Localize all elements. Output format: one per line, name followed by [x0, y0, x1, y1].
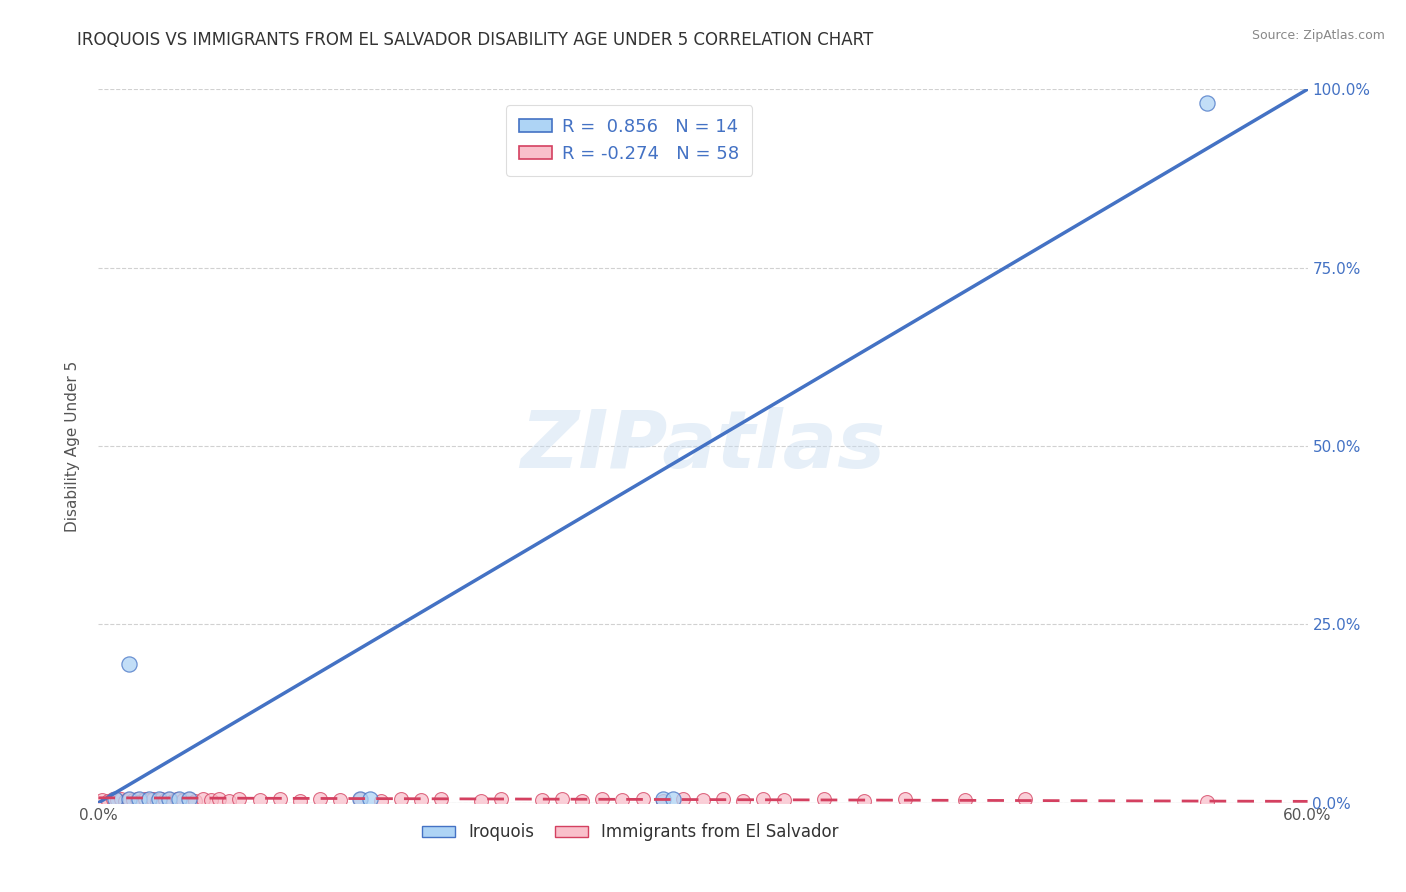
- Point: [309, 792, 332, 806]
- Point: [228, 792, 250, 806]
- Point: [551, 791, 574, 805]
- Point: [149, 792, 172, 806]
- Point: [179, 792, 201, 806]
- Point: [672, 792, 695, 806]
- Point: [162, 794, 184, 808]
- Point: [157, 791, 180, 805]
- Point: [530, 793, 553, 807]
- Point: [118, 792, 141, 806]
- Point: [329, 793, 352, 807]
- Text: Source: ZipAtlas.com: Source: ZipAtlas.com: [1251, 29, 1385, 42]
- Point: [711, 791, 734, 805]
- Point: [692, 793, 714, 807]
- Point: [591, 792, 613, 806]
- Point: [370, 794, 392, 808]
- Point: [129, 794, 152, 808]
- Point: [134, 792, 156, 806]
- Point: [101, 792, 124, 806]
- Point: [105, 793, 128, 807]
- Point: [651, 794, 673, 808]
- Point: [200, 793, 222, 807]
- Point: [269, 791, 291, 805]
- Point: [172, 793, 194, 807]
- Point: [193, 792, 215, 806]
- Point: [148, 792, 170, 806]
- Point: [146, 794, 169, 808]
- Point: [91, 793, 114, 807]
- Point: [179, 791, 201, 805]
- Point: [208, 791, 231, 805]
- Point: [430, 791, 453, 805]
- Point: [772, 793, 794, 807]
- Y-axis label: Disability Age Under 5: Disability Age Under 5: [65, 360, 80, 532]
- Point: [349, 792, 371, 806]
- Point: [571, 794, 593, 808]
- Point: [409, 793, 432, 807]
- Point: [661, 792, 683, 806]
- Point: [166, 792, 188, 806]
- Point: [1195, 96, 1218, 111]
- Text: ZIPatlas: ZIPatlas: [520, 407, 886, 485]
- Point: [218, 794, 240, 808]
- Point: [631, 791, 654, 805]
- Point: [360, 792, 382, 806]
- Point: [1195, 795, 1218, 809]
- Point: [167, 792, 190, 806]
- Point: [121, 793, 143, 807]
- Point: [813, 791, 835, 805]
- Point: [752, 792, 775, 806]
- Point: [491, 792, 513, 806]
- Point: [142, 791, 165, 805]
- Point: [853, 794, 876, 808]
- Point: [389, 792, 412, 806]
- Point: [893, 792, 915, 806]
- Point: [953, 793, 976, 807]
- Point: [470, 794, 492, 808]
- Point: [103, 792, 125, 806]
- Point: [114, 794, 136, 808]
- Point: [138, 793, 160, 807]
- Point: [97, 794, 120, 808]
- Point: [249, 793, 271, 807]
- Point: [288, 794, 311, 808]
- Point: [118, 657, 141, 671]
- Point: [349, 791, 371, 805]
- Point: [157, 792, 180, 806]
- Point: [110, 791, 132, 805]
- Point: [184, 794, 207, 808]
- Point: [153, 793, 176, 807]
- Text: IROQUOIS VS IMMIGRANTS FROM EL SALVADOR DISABILITY AGE UNDER 5 CORRELATION CHART: IROQUOIS VS IMMIGRANTS FROM EL SALVADOR …: [77, 31, 873, 49]
- Point: [118, 792, 141, 806]
- Point: [138, 792, 160, 806]
- Point: [1014, 791, 1036, 805]
- Legend: Iroquois, Immigrants from El Salvador: Iroquois, Immigrants from El Salvador: [415, 817, 845, 848]
- Point: [128, 792, 150, 806]
- Point: [733, 794, 755, 808]
- Point: [125, 791, 148, 805]
- Point: [612, 793, 634, 807]
- Point: [651, 792, 673, 806]
